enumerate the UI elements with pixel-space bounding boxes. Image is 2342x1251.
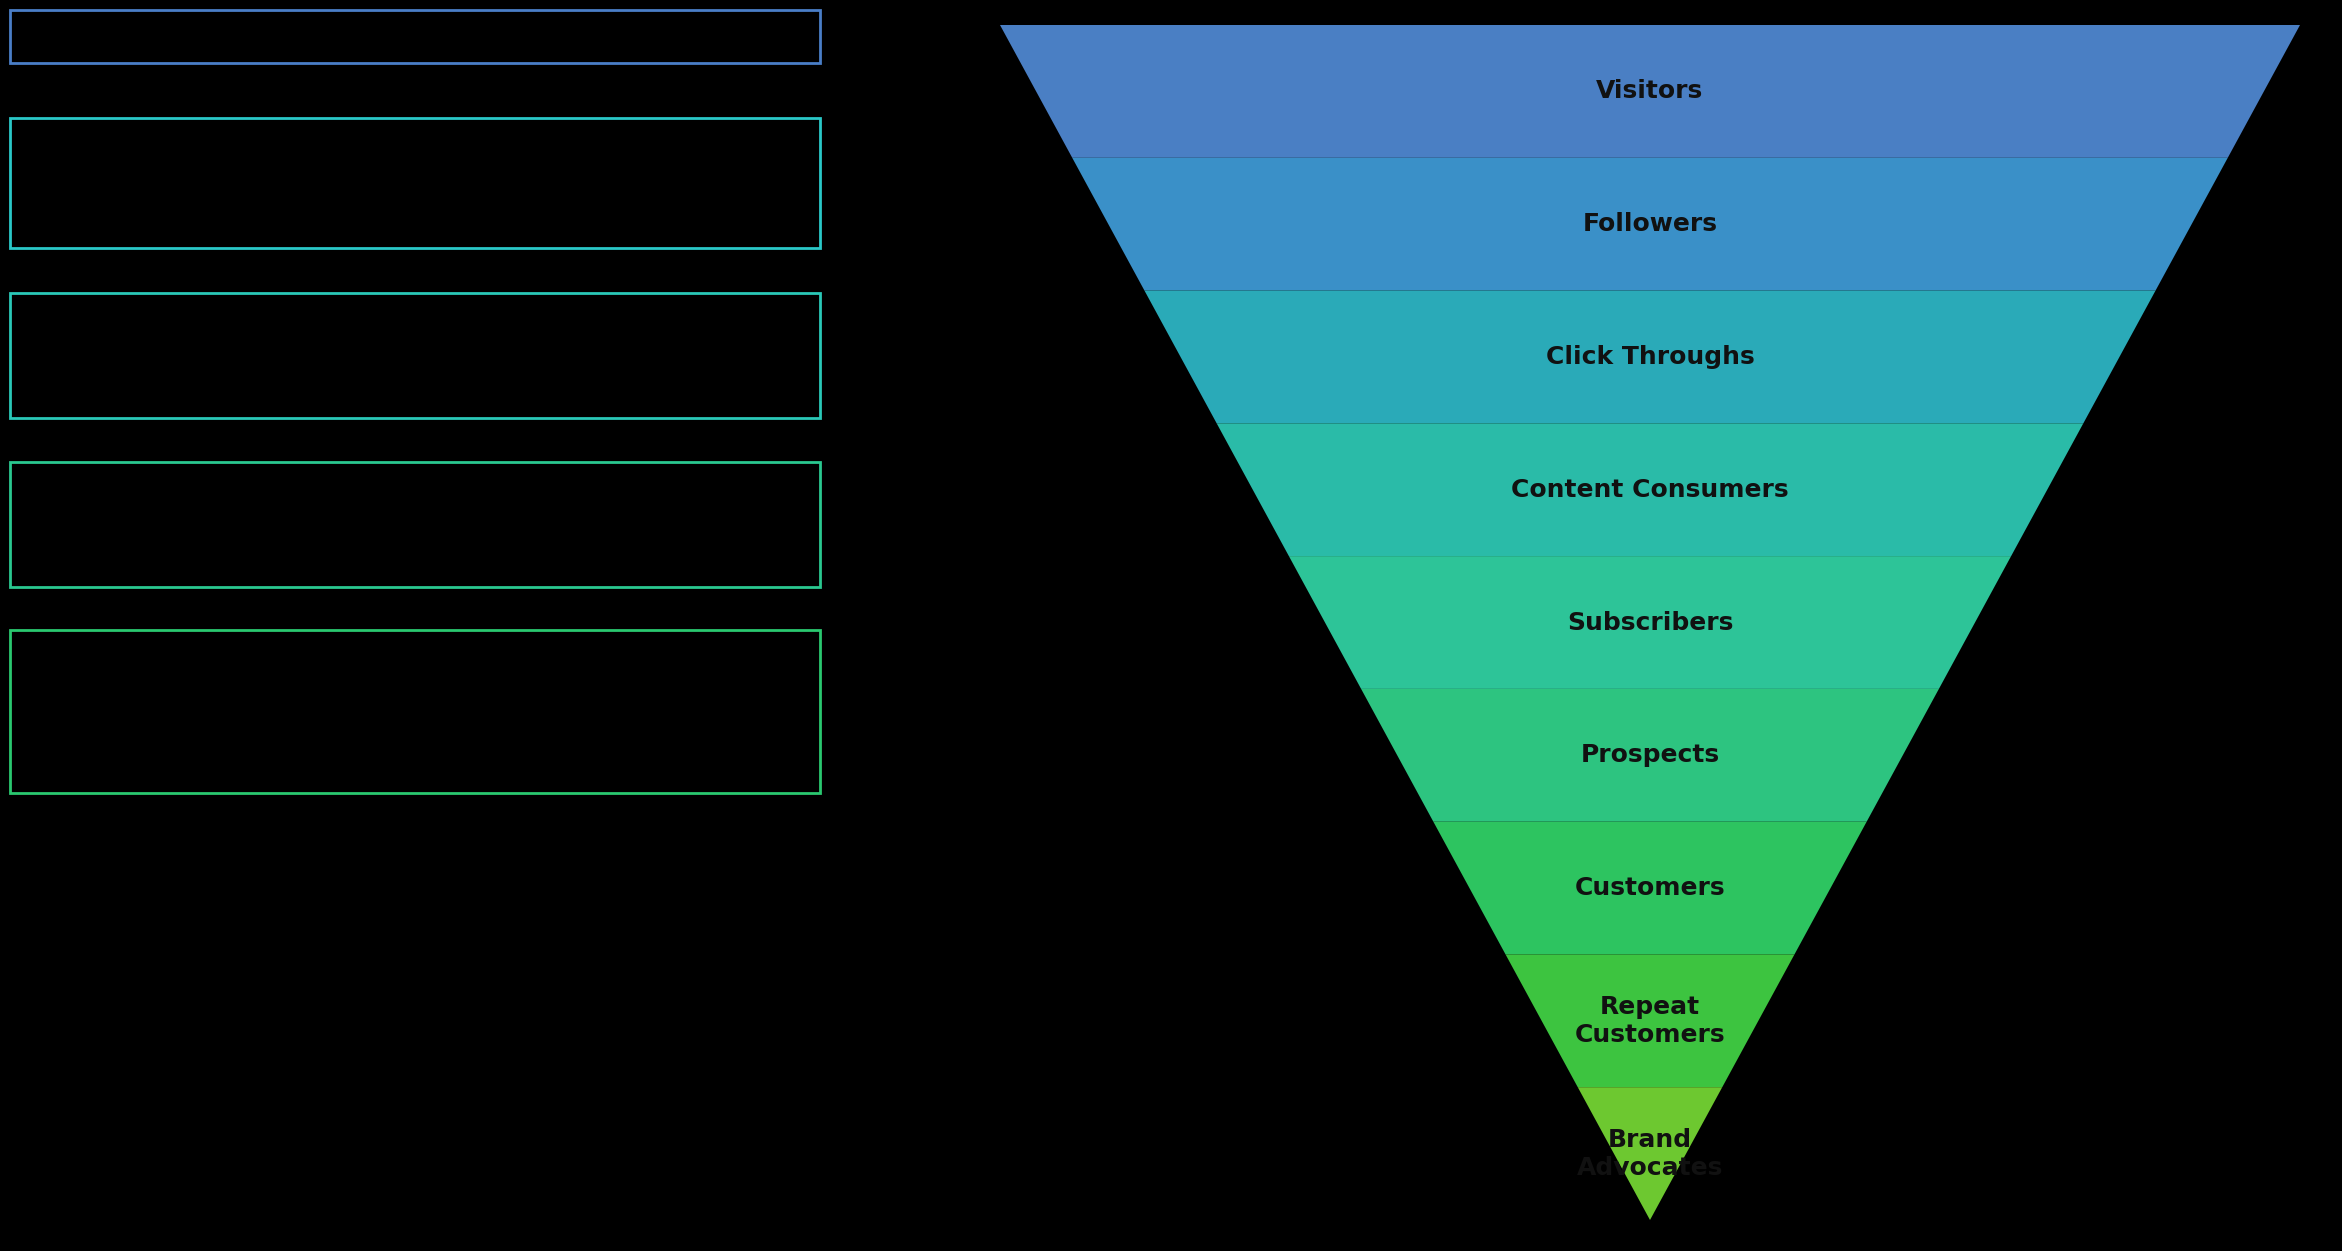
- Bar: [9, 462, 820, 587]
- Text: Click Throughs: Click Throughs: [1546, 345, 1754, 369]
- Text: Repeat
Customers: Repeat Customers: [1574, 995, 1726, 1047]
- Text: Content Consumers: Content Consumers: [1511, 478, 1789, 502]
- Bar: [9, 10, 820, 63]
- Polygon shape: [1433, 822, 1867, 955]
- Polygon shape: [1288, 557, 2012, 689]
- Polygon shape: [1215, 423, 2084, 557]
- Text: Brand
Advocates: Brand Advocates: [1576, 1127, 1724, 1180]
- Polygon shape: [1145, 290, 2155, 423]
- Text: Followers: Followers: [1583, 213, 1717, 236]
- Text: Customers: Customers: [1574, 876, 1726, 899]
- Bar: [9, 631, 820, 793]
- Polygon shape: [1361, 689, 1939, 822]
- Polygon shape: [1506, 955, 1794, 1087]
- Bar: [9, 118, 820, 248]
- Text: Visitors: Visitors: [1597, 79, 1703, 104]
- Bar: [9, 293, 820, 418]
- Polygon shape: [1000, 25, 2300, 158]
- Text: Prospects: Prospects: [1581, 743, 1719, 767]
- Polygon shape: [1579, 1087, 1721, 1220]
- Text: Subscribers: Subscribers: [1567, 610, 1733, 634]
- Polygon shape: [1073, 158, 2227, 290]
